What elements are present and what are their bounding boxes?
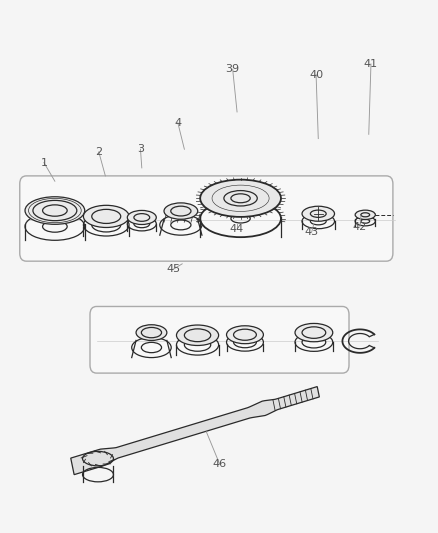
Ellipse shape (301, 206, 334, 221)
Text: 46: 46 (212, 459, 226, 469)
FancyBboxPatch shape (90, 306, 348, 373)
Text: 3: 3 (137, 144, 144, 154)
Text: 4: 4 (174, 118, 181, 127)
Ellipse shape (294, 324, 332, 342)
Text: 41: 41 (363, 59, 377, 69)
Ellipse shape (354, 210, 374, 220)
Ellipse shape (136, 325, 166, 341)
Ellipse shape (200, 180, 280, 217)
Text: 45: 45 (166, 264, 180, 274)
Text: 43: 43 (304, 227, 318, 237)
Text: 2: 2 (95, 147, 102, 157)
FancyBboxPatch shape (20, 176, 392, 261)
Ellipse shape (83, 205, 129, 228)
Polygon shape (71, 386, 318, 475)
Ellipse shape (164, 203, 197, 219)
Ellipse shape (25, 197, 85, 224)
Text: 44: 44 (230, 224, 244, 234)
Text: 39: 39 (225, 64, 239, 74)
Ellipse shape (176, 325, 218, 345)
Ellipse shape (226, 326, 263, 344)
Text: 42: 42 (352, 222, 366, 231)
Text: 1: 1 (40, 158, 47, 167)
Ellipse shape (127, 211, 156, 224)
Text: 40: 40 (308, 70, 322, 79)
